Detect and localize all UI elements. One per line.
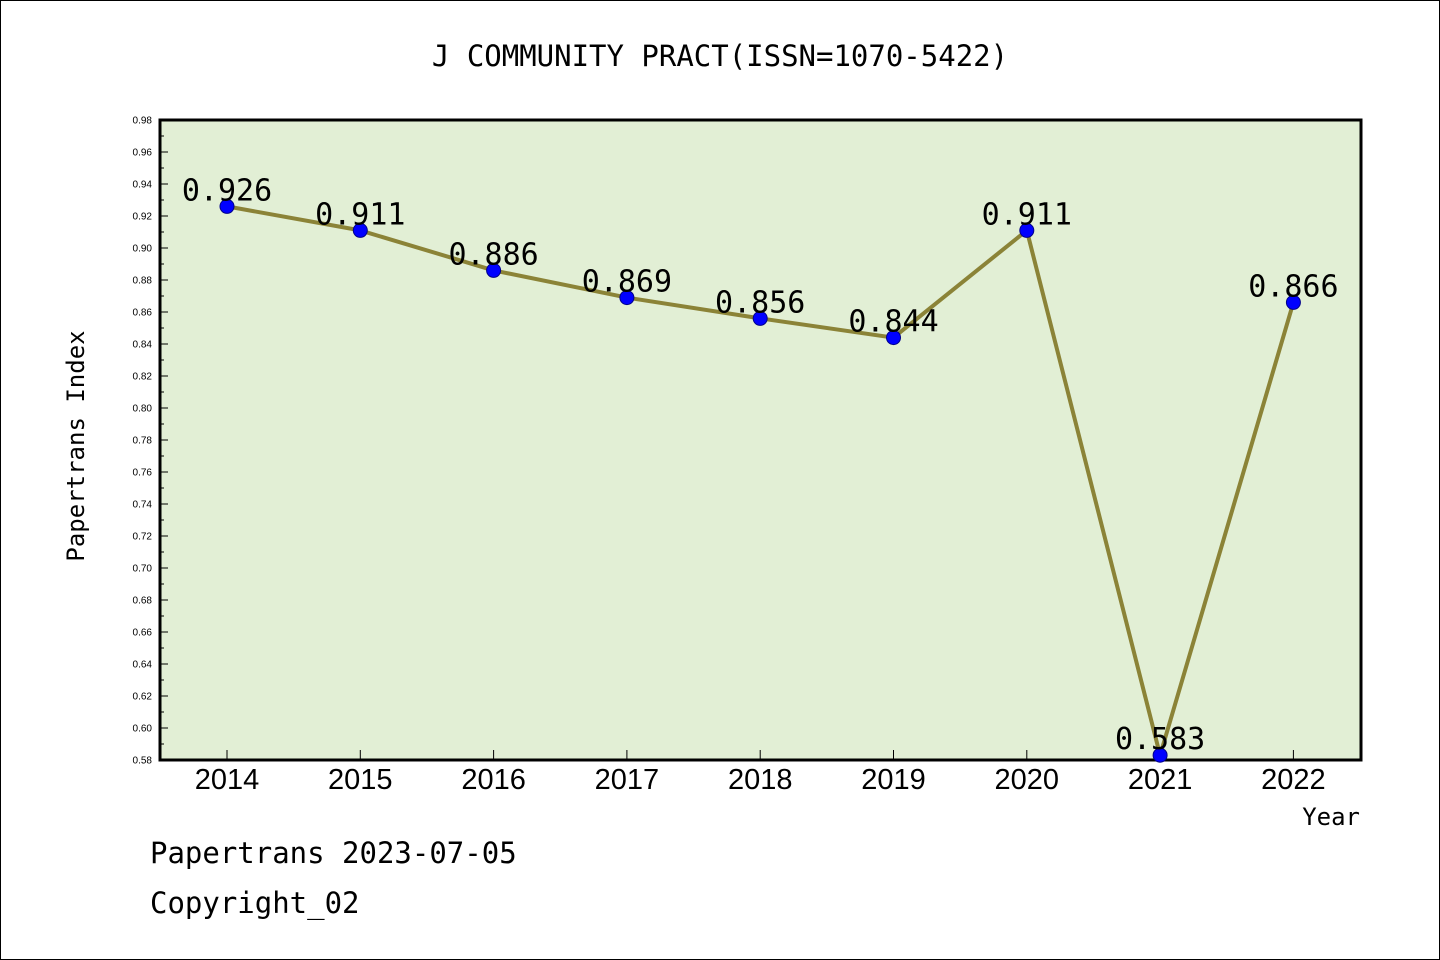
data-label: 0.869: [582, 265, 672, 300]
data-label: 0.926: [182, 173, 272, 208]
data-point-marker: [1285, 294, 1301, 310]
footer-copyright: Copyright_02: [150, 886, 360, 920]
x-axis: 2014 2015 2016 2017 2018 2019 2020 2021 2022: [195, 750, 1326, 796]
y-tick-label: 0.66: [133, 628, 153, 639]
x-tick-label: 2019: [861, 764, 926, 796]
chart-title: J COMMUNITY PRACT(ISSN=1070-5422): [432, 39, 1008, 73]
data-label: 0.856: [715, 285, 805, 320]
data-label: 0.583: [1115, 722, 1205, 757]
y-tick-label: 0.68: [133, 596, 153, 607]
data-point-marker: [1019, 222, 1035, 238]
y-tick-label: 0.86: [133, 308, 153, 319]
x-tick-label: 2016: [461, 764, 526, 796]
x-tick-label: 2017: [595, 764, 660, 796]
series-group: [219, 198, 1301, 763]
y-tick-label: 0.62: [133, 692, 153, 703]
data-labels-group: 0.926 0.911 0.886 0.869 0.856 0.844 0.911 0.583…: [182, 173, 1339, 757]
y-tick-label: 0.74: [133, 500, 153, 511]
y-tick-label: 0.94: [133, 180, 153, 191]
y-tick-label: 0.80: [133, 404, 153, 415]
data-point-marker: [352, 222, 368, 238]
y-tick-label: 0.84: [133, 340, 153, 351]
y-tick-label: 0.72: [133, 532, 153, 543]
data-point-marker: [886, 330, 901, 346]
data-point-marker: [1152, 747, 1168, 763]
y-axis-label: Papertrans Index: [62, 330, 90, 561]
y-tick-label: 0.98: [133, 116, 153, 127]
data-label: 0.844: [848, 305, 938, 340]
x-tick-label: 2018: [728, 764, 793, 796]
data-label: 0.866: [1248, 269, 1338, 304]
y-tick-label: 0.96: [133, 148, 153, 159]
y-tick-label: 0.76: [133, 468, 153, 479]
data-point-marker: [486, 262, 502, 278]
data-point-marker: [619, 290, 635, 306]
y-tick-label: 0.78: [133, 436, 153, 447]
x-tick-label: 2014: [195, 764, 260, 796]
y-tick-label: 0.82: [133, 372, 153, 383]
y-tick-label: 0.58: [133, 756, 153, 767]
y-tick-label: 0.64: [133, 660, 153, 671]
y-tick-label: 0.92: [133, 212, 153, 223]
data-point-marker: [219, 198, 235, 214]
x-tick-label: 2020: [995, 764, 1060, 796]
data-label: 0.911: [315, 197, 405, 232]
data-point-marker: [752, 310, 768, 326]
footer-date: Papertrans 2023-07-05: [150, 836, 517, 870]
y-tick-label: 0.70: [133, 564, 153, 575]
y-tick-label: 0.60: [133, 724, 153, 735]
x-tick-label: 2022: [1261, 764, 1326, 796]
data-label: 0.911: [982, 197, 1072, 232]
data-label: 0.886: [448, 237, 538, 272]
x-axis-label: Year: [1302, 803, 1360, 831]
y-tick-label: 0.88: [133, 276, 153, 287]
x-tick-label: 2021: [1128, 764, 1193, 796]
y-axis: 0.58 0.60 0.62 0.64 0.66 0.68 0.70 0.72 0.74 0.76…: [133, 116, 168, 767]
y-tick-label: 0.90: [133, 244, 153, 255]
x-tick-label: 2015: [328, 764, 393, 796]
